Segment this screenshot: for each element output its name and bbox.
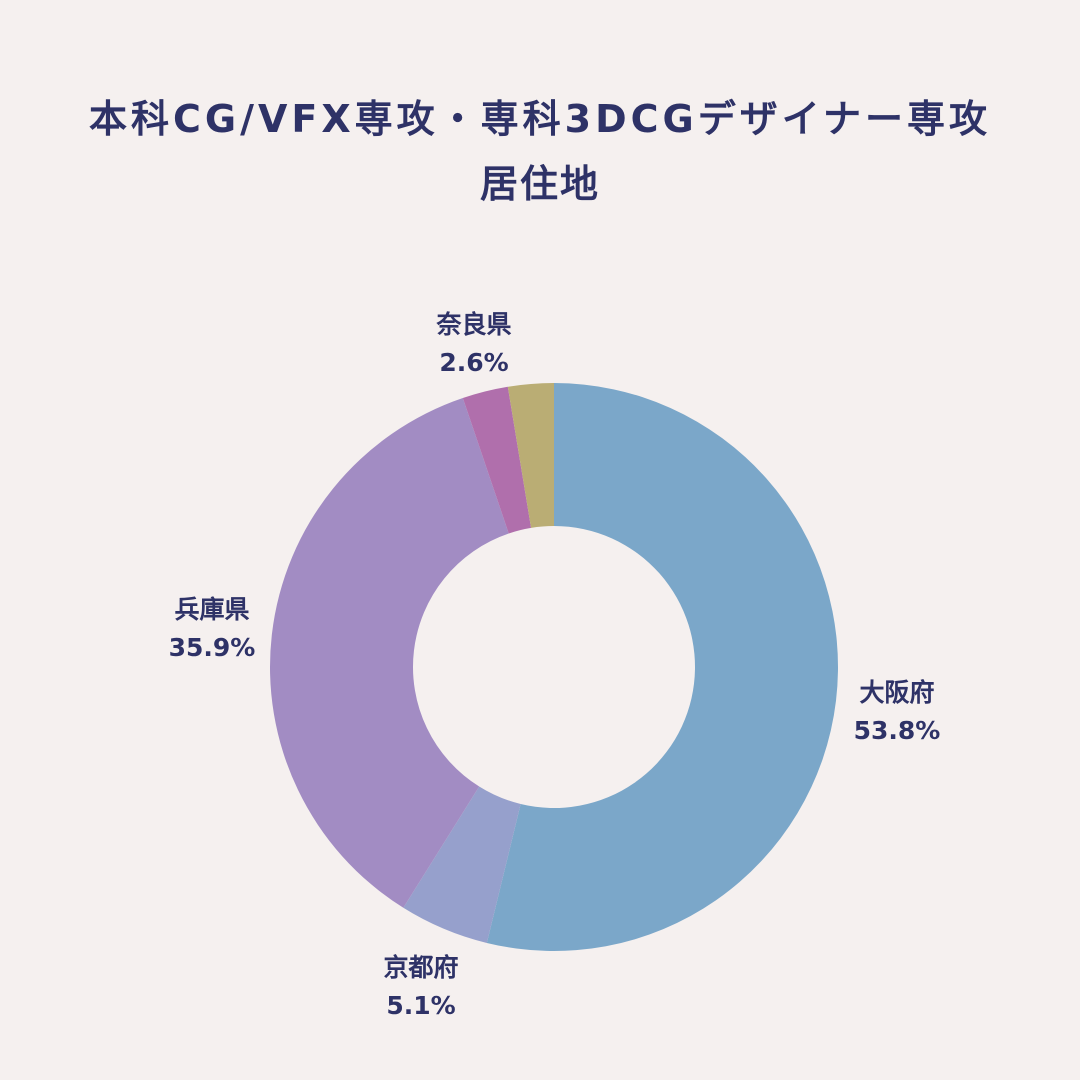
chart-subtitle: 居住地 bbox=[479, 162, 600, 206]
pie-slice-1 bbox=[403, 786, 521, 943]
slice-label-1: 京都府 bbox=[383, 953, 458, 982]
chart-title: 本科CG/VFX専攻・専科3DCGデザイナー専攻 bbox=[89, 97, 991, 141]
slice-label-0: 大阪府 bbox=[859, 678, 934, 707]
slice-label-2: 兵庫県 bbox=[174, 595, 249, 624]
slice-label-4: 奈良県 bbox=[435, 310, 511, 339]
slice-value-label-2: 35.9% bbox=[169, 633, 256, 662]
slice-value-label-4: 2.6% bbox=[439, 348, 508, 377]
slice-value-label-1: 5.1% bbox=[386, 991, 455, 1020]
slice-value-label-0: 53.8% bbox=[854, 716, 941, 745]
pie-slice-3 bbox=[462, 386, 532, 534]
pie-slice-4 bbox=[507, 383, 554, 528]
pie-slice-0 bbox=[486, 383, 838, 951]
pie-slice-2 bbox=[270, 398, 509, 908]
